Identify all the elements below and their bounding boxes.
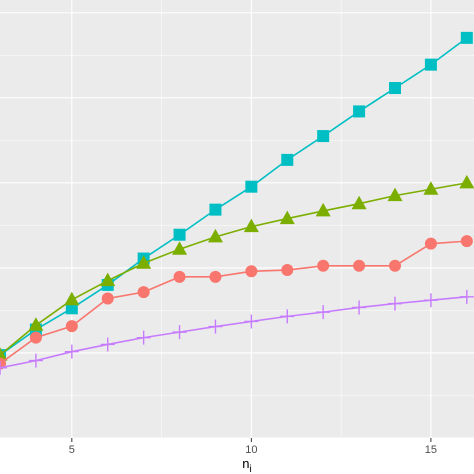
series-plus bbox=[0, 289, 474, 375]
data-point-triangle bbox=[136, 255, 152, 269]
data-point-plus bbox=[136, 330, 151, 345]
x-axis: 5 10 15 bbox=[69, 438, 437, 456]
data-point-circle bbox=[460, 235, 473, 248]
data-point-circle bbox=[424, 237, 437, 250]
data-point-plus bbox=[64, 344, 79, 359]
data-point-circle bbox=[137, 286, 150, 299]
data-point-triangle bbox=[459, 174, 474, 189]
data-point-triangle bbox=[64, 291, 80, 306]
data-point-triangle bbox=[351, 195, 367, 210]
data-point-circle bbox=[101, 292, 114, 305]
data-point-triangle bbox=[207, 228, 223, 243]
data-point-square bbox=[209, 203, 222, 216]
data-point-plus bbox=[0, 360, 7, 375]
series-triangle bbox=[0, 174, 474, 361]
x-axis-title-subscript: i bbox=[250, 464, 252, 474]
data-point-square bbox=[173, 228, 186, 241]
data-point-circle bbox=[353, 259, 366, 272]
series-line bbox=[0, 182, 467, 356]
data-point-plus bbox=[316, 305, 331, 320]
minor-grid bbox=[0, 0, 474, 438]
data-point-plus bbox=[280, 309, 295, 324]
data-point-square bbox=[389, 82, 401, 95]
x-axis-title: ni bbox=[242, 456, 251, 474]
data-point-triangle bbox=[315, 202, 331, 217]
data-point-circle bbox=[281, 264, 294, 277]
x-tick-label: 15 bbox=[425, 444, 437, 456]
data-point-circle bbox=[245, 265, 258, 278]
data-point-square bbox=[353, 105, 366, 118]
data-point-triangle bbox=[0, 347, 8, 361]
x-tick-label: 5 bbox=[69, 444, 75, 456]
data-point-circle bbox=[209, 270, 222, 283]
data-point-square bbox=[317, 130, 330, 143]
data-point-triangle bbox=[387, 187, 403, 202]
data-point-plus bbox=[100, 337, 115, 352]
data-point-circle bbox=[317, 259, 330, 272]
data-point-plus bbox=[388, 296, 402, 311]
data-point-plus bbox=[172, 325, 187, 340]
data-point-square bbox=[245, 180, 258, 193]
data-point-triangle bbox=[279, 210, 295, 225]
data-point-circle bbox=[173, 270, 186, 283]
plot-panel bbox=[0, 0, 474, 438]
data-point-triangle bbox=[243, 218, 259, 233]
series-layer bbox=[0, 31, 474, 375]
data-point-triangle bbox=[172, 241, 188, 255]
data-point-square bbox=[281, 153, 294, 166]
data-point-plus bbox=[208, 319, 223, 334]
data-point-triangle bbox=[28, 317, 44, 331]
data-point-plus bbox=[28, 353, 43, 368]
data-point-circle bbox=[29, 331, 42, 344]
data-point-plus bbox=[244, 314, 259, 329]
series-circle bbox=[0, 235, 473, 370]
data-point-square bbox=[460, 31, 473, 44]
data-point-circle bbox=[389, 259, 401, 272]
x-axis-title-main: n bbox=[242, 456, 249, 471]
data-point-square bbox=[65, 302, 78, 315]
x-tick-label: 10 bbox=[245, 444, 257, 456]
data-point-square bbox=[424, 58, 437, 71]
data-point-triangle bbox=[100, 272, 116, 287]
data-point-triangle bbox=[423, 181, 439, 195]
data-point-plus bbox=[459, 289, 474, 304]
data-point-circle bbox=[65, 320, 78, 333]
data-point-plus bbox=[352, 300, 367, 315]
data-point-plus bbox=[423, 293, 438, 308]
